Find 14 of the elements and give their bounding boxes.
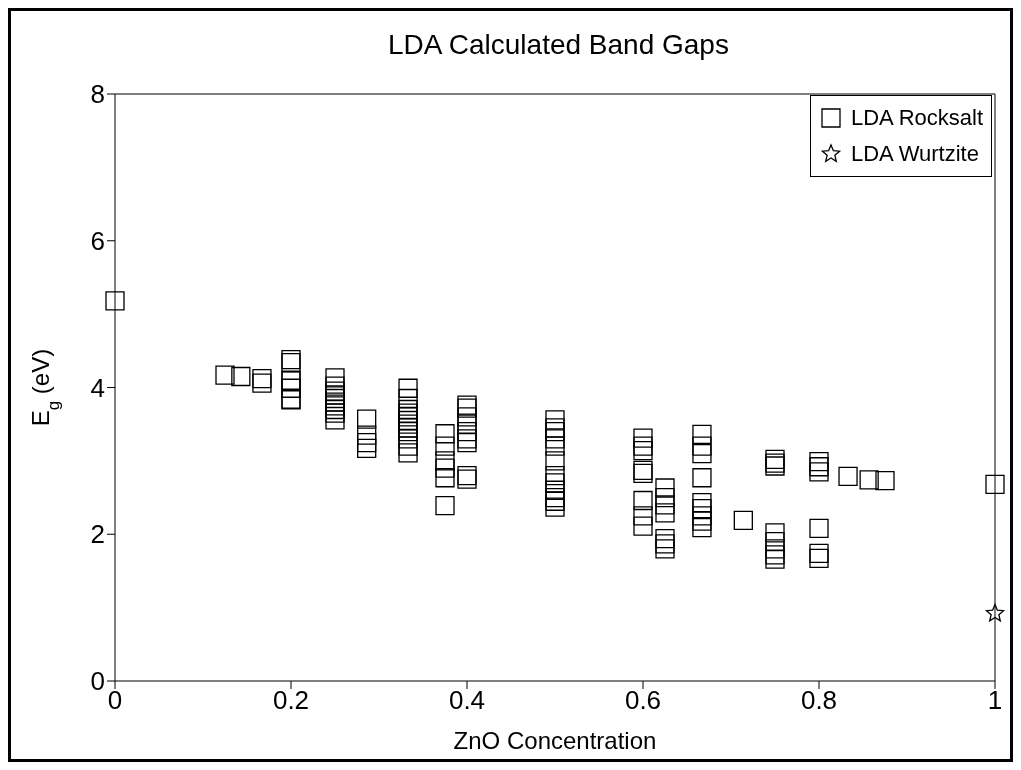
chart-title: LDA Calculated Band Gaps [387,29,730,61]
x-tick-label: 0.6 [624,685,662,716]
x-axis-title: ZnO Concentration [453,727,657,754]
legend-label: LDA Wurtzite [850,141,979,167]
x-tick-label: 0.2 [272,685,310,716]
y-tick-label: 8 [90,79,105,110]
x-tick-label: 0.4 [448,685,486,716]
y-tick-label: 6 [90,225,105,256]
y-tick-label: 2 [90,519,105,550]
y-tick-label: 0 [90,666,105,697]
x-tick-label: 0.8 [800,685,838,716]
x-tick-label: 1 [987,685,1003,716]
legend-label: LDA Rocksalt [850,105,983,131]
y-tick-label: 4 [90,372,105,403]
